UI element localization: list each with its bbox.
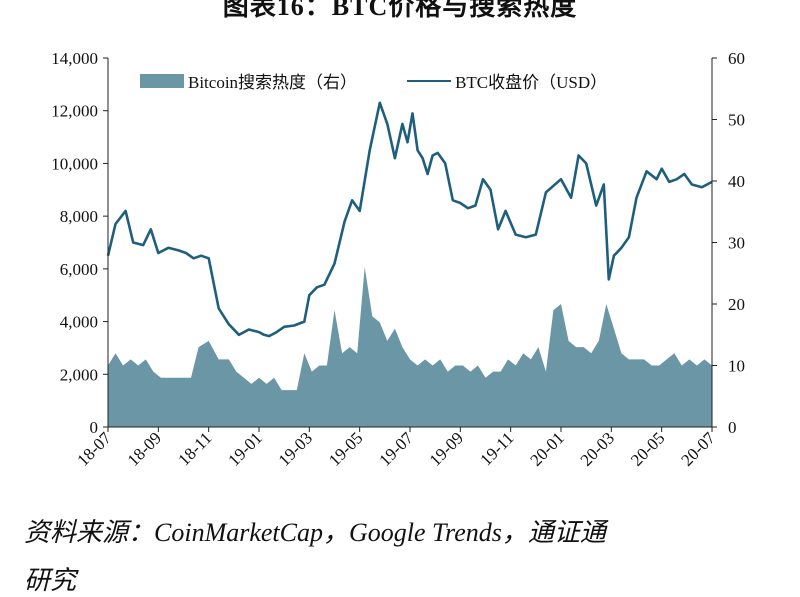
legend-label-search: Bitcoin搜索热度（右）	[188, 73, 358, 92]
left-tick-label: 6,000	[60, 260, 98, 279]
legend: Bitcoin搜索热度（右） BTC收盘价（USD）	[140, 68, 607, 93]
right-tick-label: 30	[728, 234, 745, 253]
right-tick-label: 20	[728, 295, 745, 314]
x-tick-label: 19-09	[426, 428, 467, 469]
legend-area-swatch	[140, 73, 184, 88]
left-tick-label: 0	[90, 418, 99, 437]
chart: 0 2,000 4,000 6,000 8,000 10,000 12,000 14,000 0…	[51, 49, 745, 470]
x-tick-label: 19-05	[325, 428, 366, 469]
left-tick-label: 10,000	[51, 154, 98, 173]
left-tick-label: 8,000	[60, 207, 98, 226]
legend-label-price: BTC收盘价（USD）	[455, 73, 608, 92]
right-tick-label: 50	[728, 111, 745, 130]
right-tick-label: 40	[728, 172, 745, 191]
right-tick-label: 60	[728, 49, 745, 68]
source-note: 资料来源：CoinMarketCap，Google Trends，通证通	[24, 518, 606, 547]
x-tick-label: 20-05	[627, 428, 668, 469]
x-tick-label: 20-01	[526, 428, 567, 469]
x-tick-label: 20-03	[577, 428, 618, 469]
right-tick-label: 10	[728, 357, 745, 376]
chart-title: 图表16：BTC价格与搜索热度	[222, 0, 578, 21]
left-tick-label: 12,000	[51, 102, 98, 121]
x-tick-label: 18-07	[73, 428, 115, 470]
x-tick-label: 18-11	[174, 428, 215, 469]
left-tick-label: 14,000	[51, 49, 98, 68]
legend-line-swatch	[407, 79, 452, 82]
left-tick-label: 2,000	[60, 365, 98, 384]
right-tick-label: 0	[728, 418, 737, 437]
x-tick-label: 19-01	[224, 428, 265, 469]
search-interest-area	[108, 267, 712, 427]
x-tick-label: 19-03	[275, 428, 316, 469]
left-tick-label: 4,000	[60, 313, 98, 332]
source-note-line2: 研究	[24, 566, 77, 595]
x-tick-label: 19-07	[375, 428, 417, 470]
x-tick-label: 18-09	[124, 428, 165, 469]
btc-price-line	[106, 101, 713, 338]
x-tick-label: 20-07	[677, 428, 719, 470]
x-tick-label: 19-11	[476, 428, 517, 469]
